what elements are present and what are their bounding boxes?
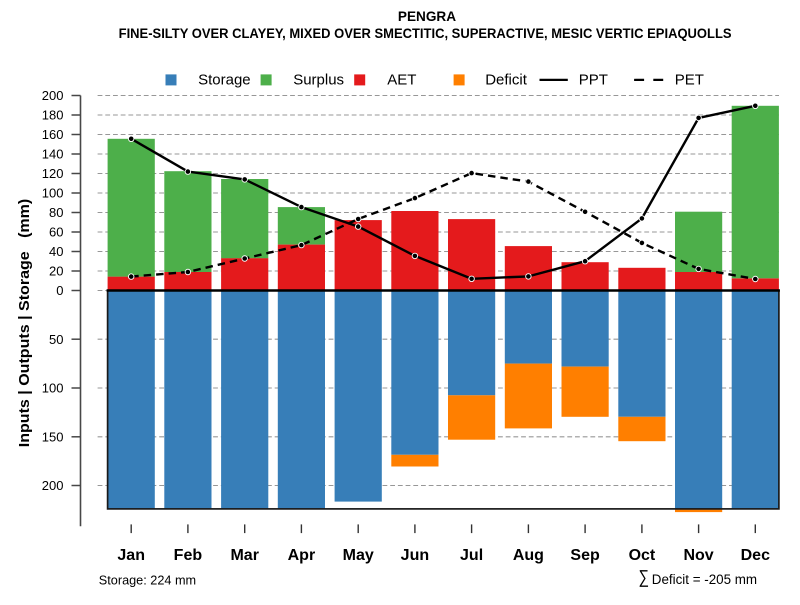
svg-text:Oct: Oct [629, 547, 656, 564]
svg-text:May: May [343, 547, 374, 564]
svg-text:Deficit = -205 mm: Deficit = -205 mm [652, 572, 757, 587]
svg-text:Inputs | Outputs | Storage (: Inputs | Outputs | Storage (mm) [16, 199, 33, 448]
svg-text:Dec: Dec [741, 547, 770, 564]
svg-text:Deficit: Deficit [485, 71, 528, 88]
svg-text:PET: PET [675, 71, 704, 88]
svg-text:Sep: Sep [570, 547, 600, 564]
svg-text:Storage: 224 mm: Storage: 224 mm [99, 574, 196, 588]
svg-text:200: 200 [42, 88, 64, 103]
svg-text:100: 100 [42, 381, 64, 396]
svg-text:Storage: Storage [198, 71, 251, 88]
svg-text:200: 200 [42, 478, 64, 493]
svg-text:Aug: Aug [513, 547, 544, 564]
svg-text:50: 50 [49, 332, 63, 347]
svg-text:60: 60 [49, 225, 63, 240]
svg-text:150: 150 [42, 429, 64, 444]
svg-text:20: 20 [49, 264, 63, 279]
svg-text:0: 0 [56, 283, 63, 298]
svg-text:180: 180 [42, 108, 64, 123]
svg-text:Mar: Mar [230, 547, 258, 564]
svg-text:40: 40 [49, 244, 63, 259]
svg-text:Jul: Jul [460, 547, 483, 564]
svg-text:∑: ∑ [639, 566, 650, 587]
svg-text:PPT: PPT [579, 71, 608, 88]
svg-text:Apr: Apr [288, 547, 316, 564]
svg-text:100: 100 [42, 186, 64, 201]
svg-text:80: 80 [49, 205, 63, 220]
svg-text:FINE-SILTY OVER CLAYEY, MIXED: FINE-SILTY OVER CLAYEY, MIXED OVER SMECT… [119, 26, 732, 41]
svg-text:Jun: Jun [401, 547, 429, 564]
svg-text:140: 140 [42, 147, 64, 162]
svg-text:Surplus: Surplus [293, 71, 344, 88]
svg-text:Jan: Jan [117, 547, 145, 564]
svg-text:Feb: Feb [174, 547, 203, 564]
svg-text:120: 120 [42, 166, 64, 181]
svg-text:160: 160 [42, 127, 64, 142]
svg-text:Nov: Nov [683, 547, 713, 564]
svg-text:AET: AET [387, 71, 416, 88]
svg-text:PENGRA: PENGRA [398, 9, 456, 24]
